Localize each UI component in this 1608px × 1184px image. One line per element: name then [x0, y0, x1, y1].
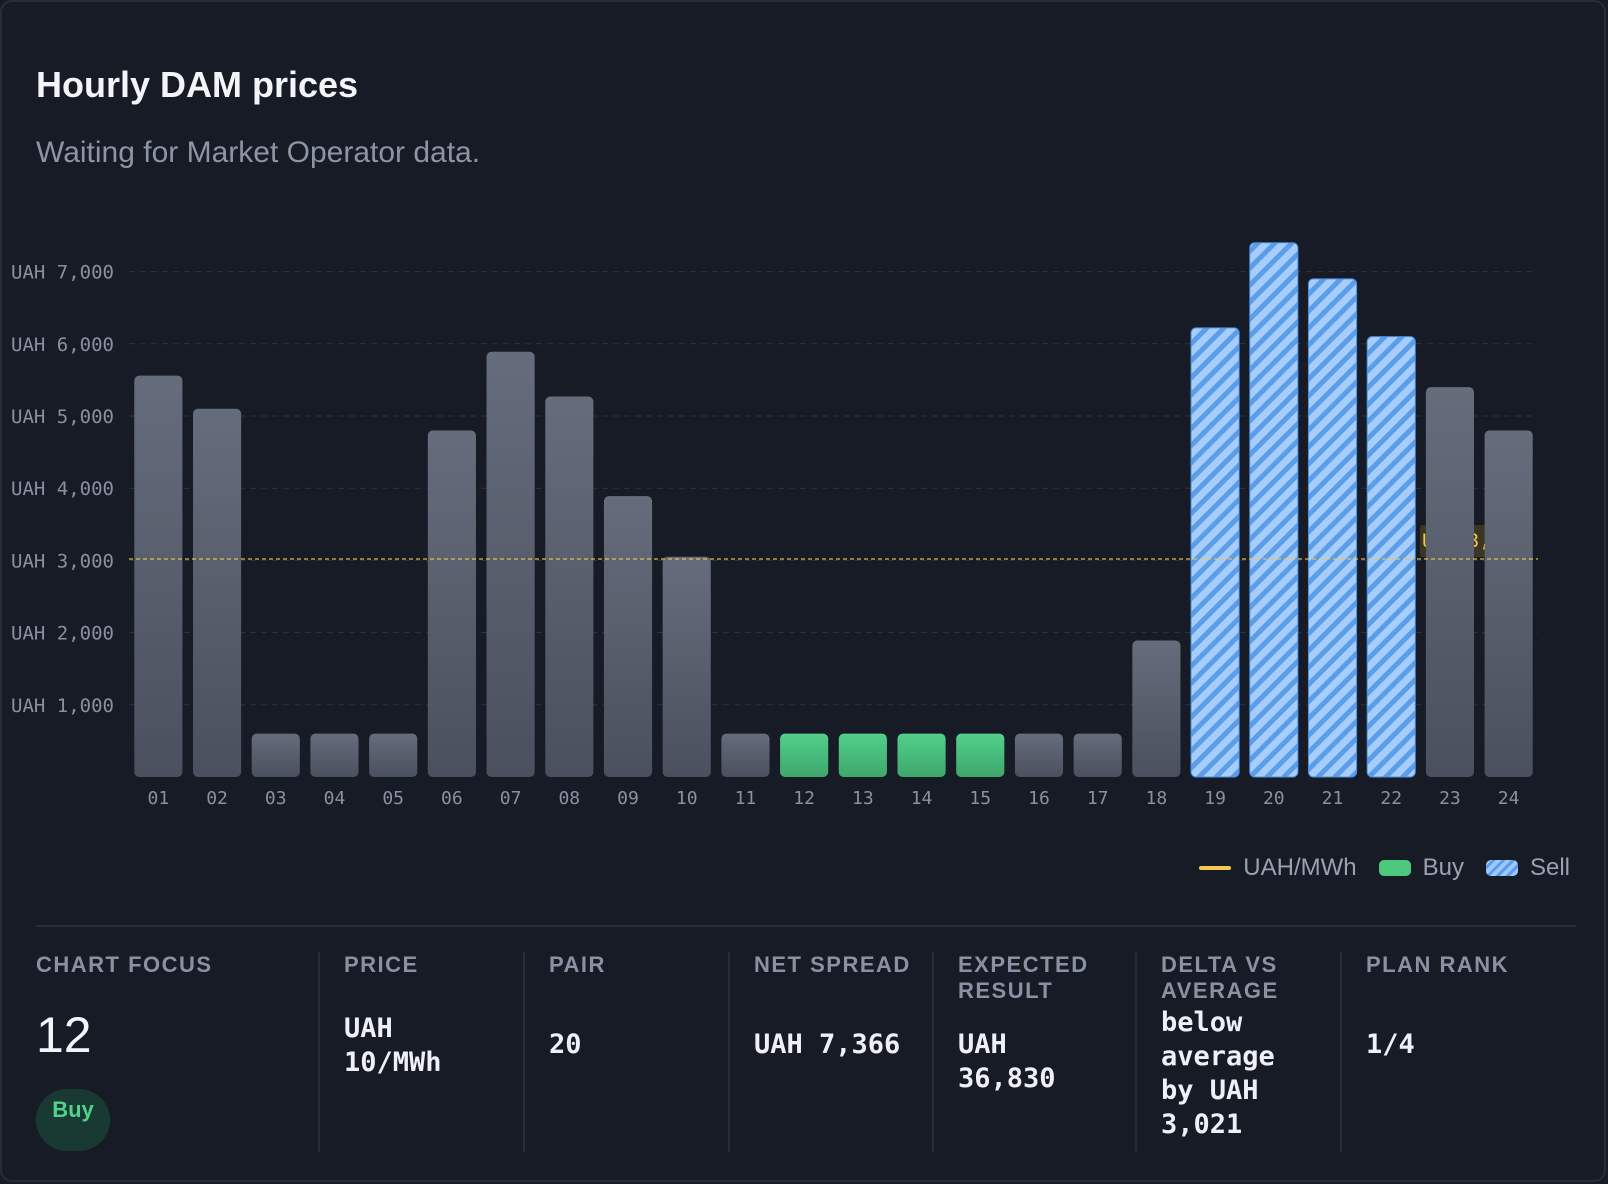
metric-label: PLAN RANK	[1366, 952, 1510, 977]
metric-label: CHART FOCUS	[36, 952, 213, 977]
y-tick-label: UAH 6,000	[11, 334, 114, 356]
sell-swatch	[1485, 860, 1518, 876]
metric-value: UAH 10/MWh	[344, 1013, 442, 1078]
bar-hour-20-sell[interactable]	[1249, 242, 1299, 778]
y-tick-label: UAH 2,000	[11, 623, 114, 645]
x-tick-label: 02	[206, 788, 228, 809]
bar-hour-17[interactable]	[1073, 733, 1122, 777]
x-tick-label: 15	[969, 788, 991, 809]
metric-value: 1/4	[1366, 1029, 1415, 1060]
bar-hour-03[interactable]	[251, 733, 300, 777]
legend-item-price[interactable]: UAH/MWh	[1199, 854, 1357, 882]
price-line-swatch	[1199, 866, 1232, 870]
bar-hour-04[interactable]	[310, 733, 359, 777]
x-tick-label: 21	[1322, 788, 1344, 809]
metric-divider	[728, 952, 730, 1152]
metric-value: UAH 7,366	[754, 1029, 901, 1060]
metric-divider	[932, 952, 934, 1152]
metric-delta-vs-average: DELTA VS AVERAGE below average by UAH 3,…	[1161, 952, 1341, 1152]
y-tick-label: UAH 5,000	[11, 406, 114, 428]
bar-hour-13-buy[interactable]	[838, 733, 887, 777]
metric-label: PRICE	[344, 952, 419, 977]
y-tick-label: UAH 1,000	[11, 695, 114, 717]
x-tick-label: 16	[1028, 788, 1050, 809]
x-tick-label: 19	[1204, 788, 1226, 809]
focus-status-badge: Buy	[36, 1089, 110, 1151]
x-tick-label: 07	[500, 788, 522, 809]
metric-chart-focus: CHART FOCUS 12 Buy	[36, 952, 306, 1152]
metric-label: DELTA VS AVERAGE	[1161, 952, 1279, 1003]
metric-divider	[1135, 952, 1137, 1152]
bar-hour-02[interactable]	[192, 408, 242, 777]
metric-net-spread: NET SPREAD UAH 7,366	[754, 952, 934, 1152]
legend-label-price: UAH/MWh	[1243, 854, 1357, 881]
section-divider	[36, 925, 1576, 927]
y-tick-label: UAH 7,000	[11, 262, 114, 284]
x-tick-label: 17	[1087, 788, 1109, 809]
bar-hour-14-buy[interactable]	[897, 733, 946, 777]
metric-pair: PAIR 20	[549, 952, 729, 1152]
x-tick-label: 04	[324, 788, 346, 809]
x-tick-label: 10	[676, 788, 698, 809]
x-tick-label: 05	[382, 788, 404, 809]
bar-hour-16[interactable]	[1014, 733, 1064, 777]
metric-divider	[1340, 952, 1342, 1152]
legend-item-buy[interactable]: Buy	[1378, 854, 1464, 882]
x-tick-label: 13	[852, 788, 874, 809]
bar-hour-01[interactable]	[134, 375, 183, 777]
x-tick-label: 12	[793, 788, 815, 809]
bar-hour-24[interactable]	[1484, 430, 1533, 777]
focus-hour-value: 12	[36, 1007, 92, 1063]
metric-value: UAH 36,830	[958, 1029, 1056, 1094]
bar-hour-21-sell[interactable]	[1307, 278, 1358, 778]
bar-hour-07[interactable]	[486, 351, 535, 777]
legend-label-sell: Sell	[1529, 854, 1570, 881]
legend-item-sell[interactable]: Sell	[1485, 854, 1570, 882]
chart-subtitle: Waiting for Market Operator data.	[36, 136, 481, 169]
y-tick-label: UAH 4,000	[11, 478, 114, 500]
metric-plan-rank: PLAN RANK 1/4	[1366, 952, 1566, 1152]
bar-hour-06[interactable]	[427, 430, 476, 777]
bar-hour-05[interactable]	[369, 733, 418, 777]
metric-divider	[523, 952, 525, 1152]
bar-hour-15-buy[interactable]	[956, 733, 1005, 777]
buy-swatch	[1378, 860, 1411, 876]
metric-value: 20	[549, 1029, 582, 1060]
x-tick-label: 08	[558, 788, 580, 809]
y-tick-label: UAH 3,000	[11, 550, 114, 572]
metric-expected-result: EXPECTED RESULT UAH 36,830	[958, 952, 1134, 1152]
metrics-row: CHART FOCUS 12 Buy PRICE UAH 10/MWh PAIR…	[36, 952, 1576, 1152]
x-tick-label: 06	[441, 788, 463, 809]
x-tick-label: 24	[1498, 788, 1520, 809]
price-bar-chart: UAH 1,000 UAH 2,000 UAH 3,000 UAH 4,000 UAH …	[11, 242, 1538, 809]
bar-hour-19-sell[interactable]	[1190, 327, 1240, 778]
metric-label: NET SPREAD	[754, 952, 911, 977]
x-tick-label: 03	[265, 788, 287, 809]
metric-label: EXPECTED RESULT	[958, 952, 1089, 1003]
chart-title: Hourly DAM prices	[36, 64, 359, 105]
x-tick-label: 22	[1380, 788, 1402, 809]
x-tick-label: 23	[1439, 788, 1461, 809]
bar-hour-08[interactable]	[545, 396, 594, 777]
bar-hour-10[interactable]	[662, 556, 711, 777]
x-tick-label: 14	[911, 788, 933, 809]
metric-label: PAIR	[549, 952, 606, 977]
bar-hour-11[interactable]	[721, 733, 770, 777]
metric-price: PRICE UAH 10/MWh	[344, 952, 524, 1152]
bar-hour-09[interactable]	[603, 496, 653, 777]
x-tick-label: 09	[617, 788, 639, 809]
bar-hour-18[interactable]	[1132, 640, 1181, 777]
legend-label-buy: Buy	[1422, 854, 1464, 881]
bar-hour-22-sell[interactable]	[1366, 336, 1416, 778]
bar-hour-23[interactable]	[1425, 387, 1475, 777]
metric-value: below average by UAH 3,021	[1161, 1007, 1275, 1140]
bar-hour-12-buy[interactable]	[780, 733, 829, 777]
x-tick-label: 11	[735, 788, 757, 809]
metric-divider	[318, 952, 320, 1152]
x-tick-label: 01	[148, 788, 170, 809]
chart-legend: UAH/MWh Buy Sell	[1177, 854, 1570, 882]
x-tick-label: 18	[1146, 788, 1168, 809]
x-tick-label: 20	[1263, 788, 1285, 809]
